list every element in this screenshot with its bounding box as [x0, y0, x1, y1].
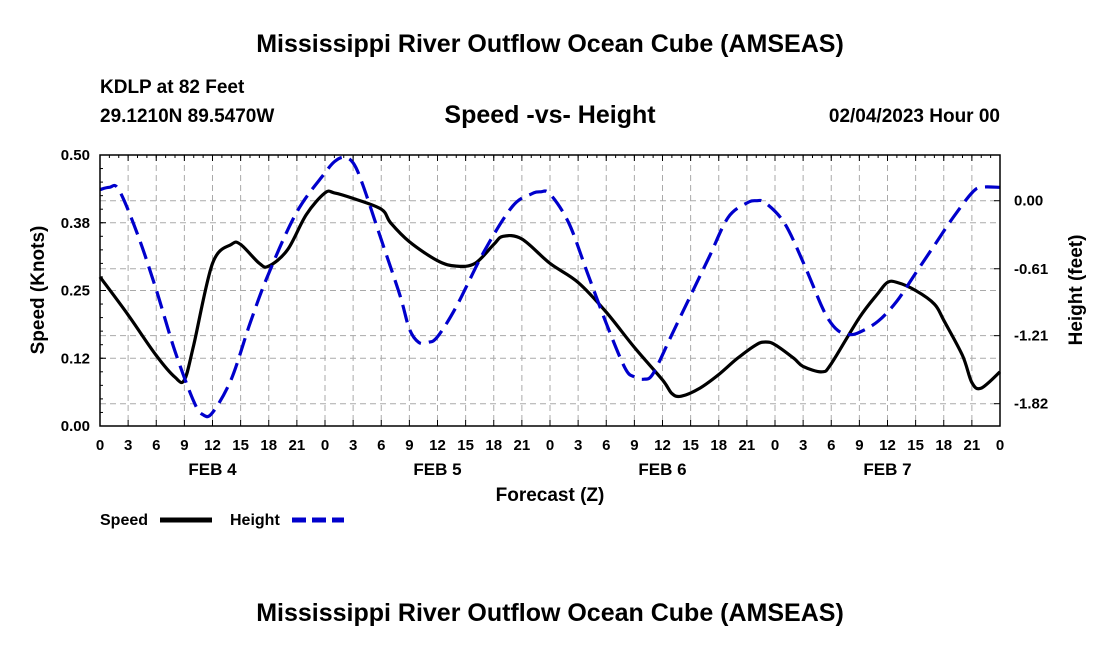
y2-axis-title: Height (feet) [1066, 235, 1087, 346]
series-lines [98, 155, 1002, 419]
y-tick-label: 0.25 [61, 283, 90, 300]
main-title: Mississippi River Outflow Ocean Cube (AM… [256, 30, 844, 58]
x-day-label: FEB 5 [413, 460, 461, 479]
station-name: KDLP at 82 Feet [100, 77, 245, 98]
y-tick-label: 0.38 [61, 215, 90, 232]
x-tick-label: 12 [879, 437, 896, 454]
x-tick-label: 15 [232, 437, 249, 454]
legend-speed-label: Speed [100, 512, 148, 529]
x-tick-label: 3 [799, 437, 807, 454]
x-tick-label: 12 [654, 437, 671, 454]
x-tick-label: 15 [682, 437, 699, 454]
x-day-label: FEB 6 [638, 460, 686, 479]
station-coordinates: 29.1210N 89.5470W [100, 106, 275, 127]
footer-title: Mississippi River Outflow Ocean Cube (AM… [256, 599, 844, 627]
x-tick-label: 3 [124, 437, 132, 454]
x-tick-label: 21 [739, 437, 756, 454]
x-tick-label: 6 [602, 437, 610, 454]
y-tick-label: 0.12 [61, 350, 90, 367]
x-tick-label: 3 [574, 437, 582, 454]
legend-height-label: Height [230, 512, 280, 529]
x-tick-label: 15 [907, 437, 924, 454]
y2-tick-label: -1.82 [1014, 396, 1048, 413]
x-tick-label: 18 [485, 437, 502, 454]
x-day-label: FEB 7 [863, 460, 911, 479]
grid-lines [100, 155, 1000, 426]
x-tick-label: 6 [152, 437, 160, 454]
x-day-label: FEB 4 [188, 460, 237, 479]
y-tick-label: 0.50 [61, 147, 90, 164]
x-tick-label: 0 [321, 437, 329, 454]
x-tick-label: 18 [260, 437, 277, 454]
x-tick-label: 9 [180, 437, 188, 454]
height-series-line [99, 155, 1001, 419]
chart-subtitle: Speed -vs- Height [444, 101, 656, 129]
x-tick-label: 0 [771, 437, 779, 454]
legend: Speed Height [100, 512, 344, 529]
y2-tick-label: -1.21 [1014, 328, 1048, 345]
x-tick-label: 6 [377, 437, 385, 454]
x-tick-label: 3 [349, 437, 357, 454]
y2-tick-label: -0.61 [1014, 261, 1048, 278]
x-tick-label: 6 [827, 437, 835, 454]
x-tick-label: 0 [996, 437, 1004, 454]
x-tick-label: 12 [429, 437, 446, 454]
y-axis-title: Speed (Knots) [28, 226, 49, 355]
x-tick-label: 21 [514, 437, 531, 454]
axes: 0 3 6 9 12 15 18 21 0 3 6 9 12 15 18 21 0 3 6 9 12 15 18 21 0 3 6 9… [61, 147, 1048, 479]
x-tick-label: 18 [710, 437, 727, 454]
x-tick-label: 9 [405, 437, 413, 454]
x-axis-title: Forecast (Z) [496, 485, 605, 506]
x-tick-label: 9 [855, 437, 863, 454]
x-tick-label: 15 [457, 437, 474, 454]
y2-tick-label: 0.00 [1014, 193, 1043, 210]
x-tick-label: 12 [204, 437, 221, 454]
x-tick-label: 0 [96, 437, 104, 454]
forecast-run-time: 02/04/2023 Hour 00 [828, 106, 1000, 127]
x-tick-label: 21 [964, 437, 981, 454]
x-tick-label: 0 [546, 437, 554, 454]
x-tick-label: 9 [630, 437, 638, 454]
speed-series-line [98, 189, 1002, 399]
y-tick-label: 0.00 [61, 418, 90, 435]
x-tick-label: 21 [289, 437, 306, 454]
x-tick-label: 18 [935, 437, 952, 454]
